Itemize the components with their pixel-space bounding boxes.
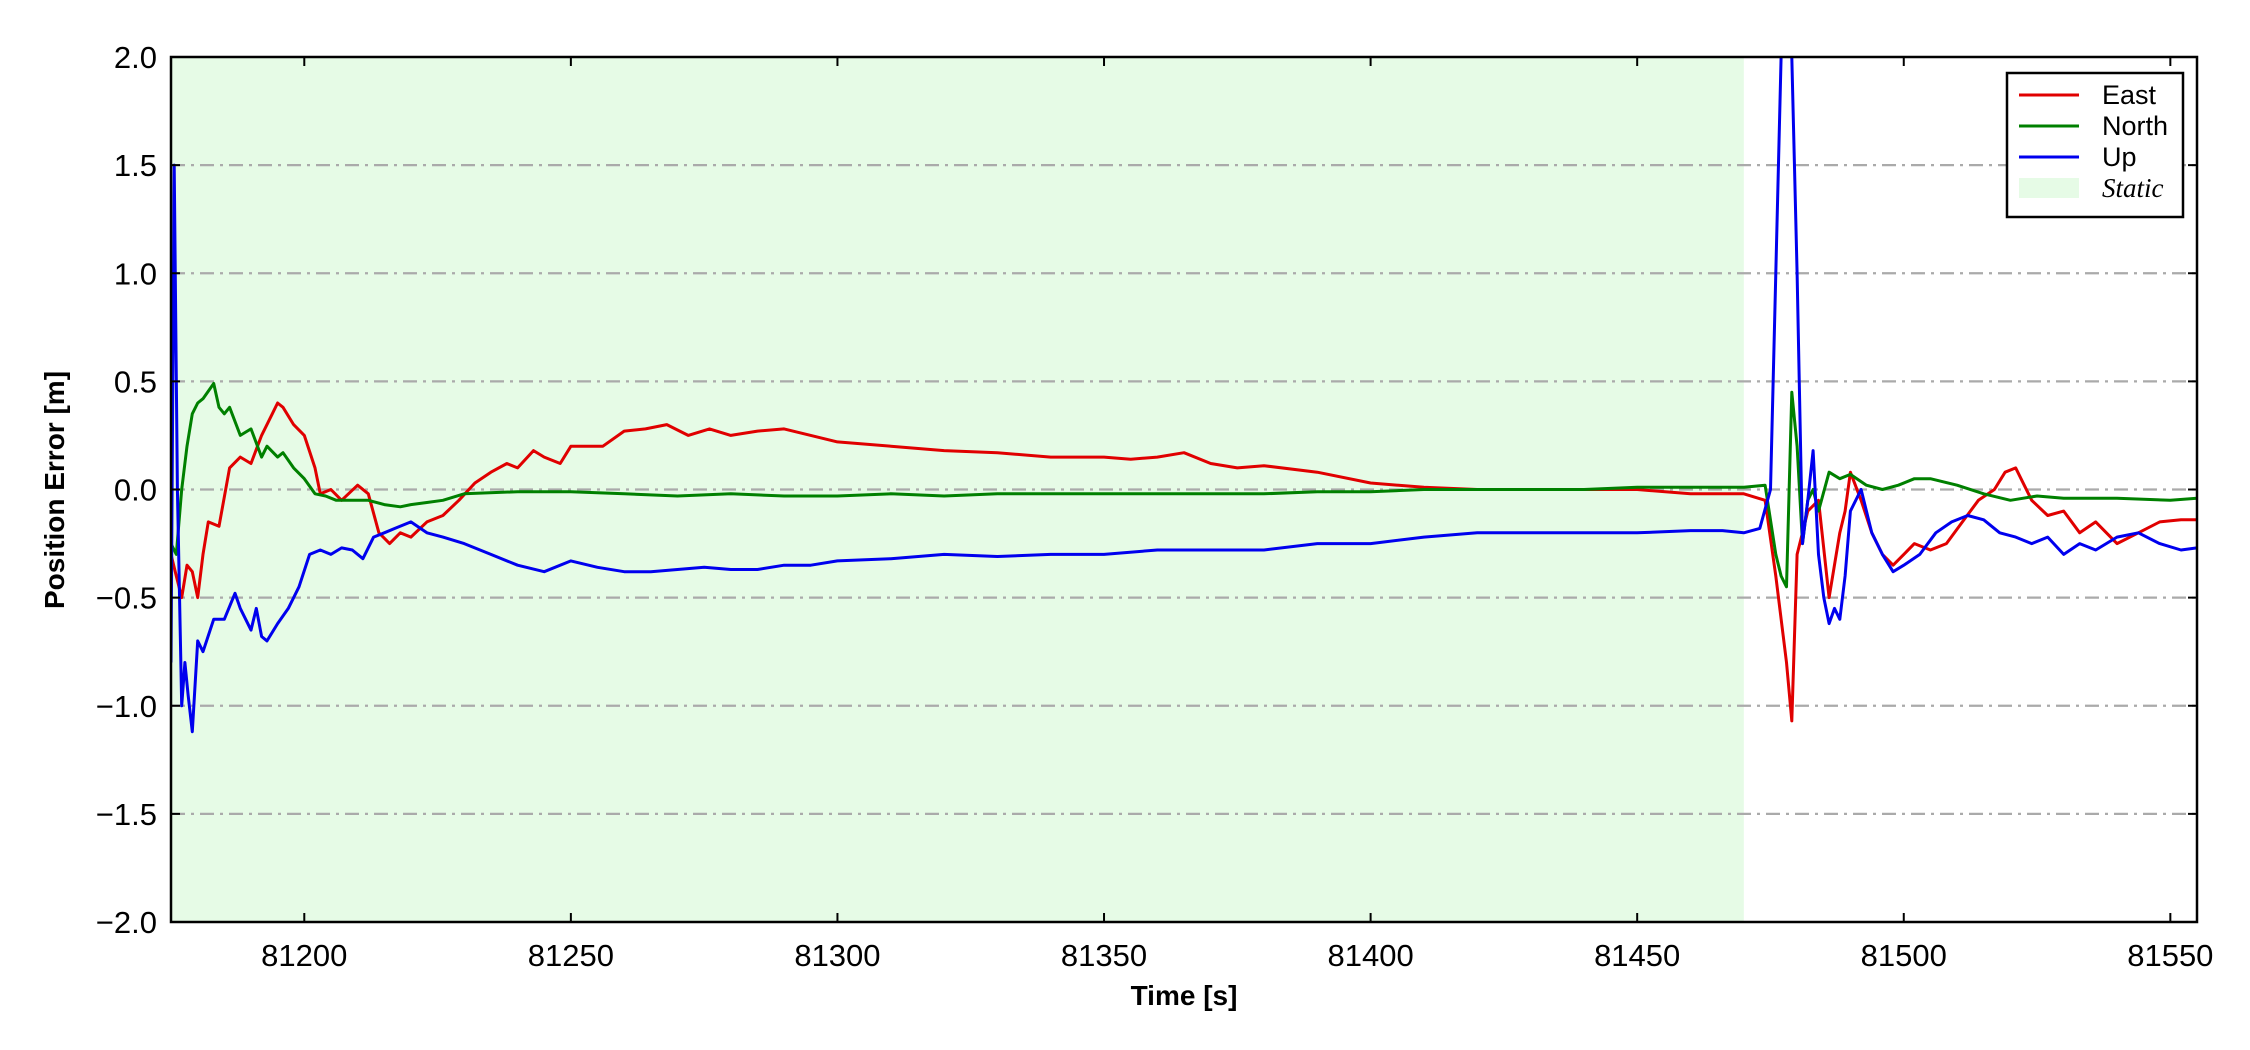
y-tick-label: 1.5 [114,148,157,183]
x-axis-title: Time [s] [1131,980,1238,1011]
x-tick-label: 81450 [1594,938,1680,973]
y-tick-label: −2.0 [96,905,157,940]
x-tick-label: 81300 [794,938,880,973]
y-tick-label: 1.0 [114,256,157,291]
legend-swatch-static [2019,178,2079,198]
y-tick-label: 0.5 [114,364,157,399]
x-tick-label: 81250 [528,938,614,973]
y-tick-label: −1.0 [96,689,157,724]
y-tick-label: −0.5 [96,581,157,616]
legend-label-up: Up [2102,142,2137,172]
legend-label-north: North [2102,111,2168,141]
x-tick-label: 81200 [261,938,347,973]
y-axis-title: Position Error [m] [39,371,70,609]
x-tick-label: 81500 [1861,938,1947,973]
series-line-east [171,401,2197,723]
legend-label-static: Static [2102,173,2164,203]
series-line-up [171,57,2197,734]
series-line-north [171,382,2197,589]
x-tick-label: 81350 [1061,938,1147,973]
x-tick-label: 81550 [2127,938,2213,973]
legend-label-east: East [2102,80,2157,110]
y-tick-label: 2.0 [114,40,157,75]
x-tick-label: 81400 [1327,938,1413,973]
y-tick-label: −1.5 [96,797,157,832]
y-tick-label: 0.0 [114,473,157,508]
